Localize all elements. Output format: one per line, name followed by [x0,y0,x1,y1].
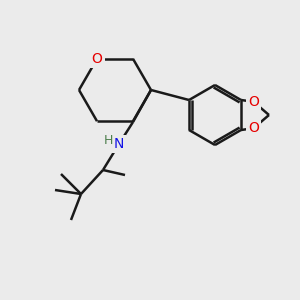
Text: O: O [92,52,102,66]
Text: O: O [248,121,259,135]
Text: H: H [103,134,113,146]
Text: O: O [248,95,259,109]
Text: N: N [114,137,124,151]
